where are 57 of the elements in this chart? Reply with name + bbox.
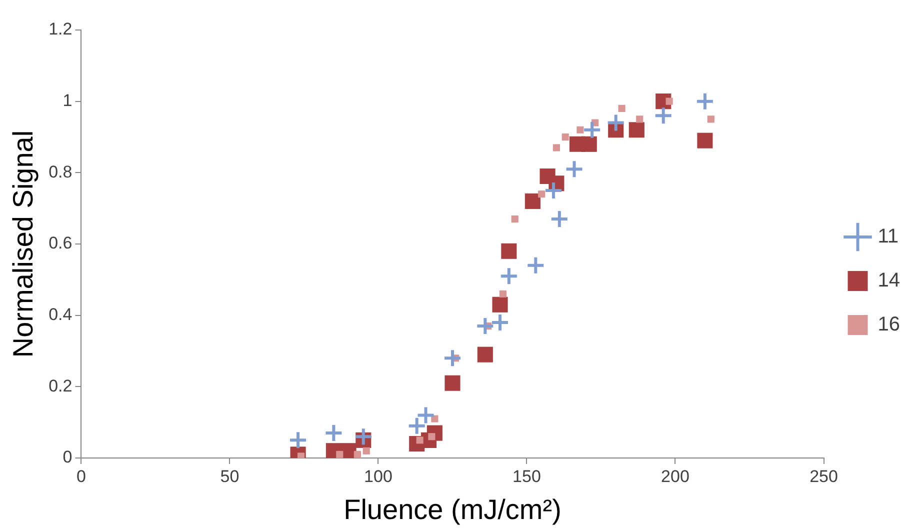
point xyxy=(628,122,644,138)
legend-label: 14 xyxy=(878,270,900,292)
point xyxy=(442,348,462,368)
point xyxy=(336,450,344,458)
x-tick-label: 100 xyxy=(364,466,392,486)
point xyxy=(582,120,602,140)
point xyxy=(431,415,438,422)
point xyxy=(526,256,546,275)
point xyxy=(354,450,361,458)
point xyxy=(697,132,713,148)
point xyxy=(524,193,540,209)
point xyxy=(511,216,518,223)
point xyxy=(407,416,426,436)
point xyxy=(552,144,560,152)
point xyxy=(550,210,569,229)
point xyxy=(544,181,563,200)
point xyxy=(636,116,644,123)
point xyxy=(666,98,673,105)
point xyxy=(324,424,344,443)
point xyxy=(538,190,546,198)
y-tick-label: 0.2 xyxy=(48,376,72,396)
point xyxy=(618,104,626,112)
point xyxy=(707,116,714,123)
y-tick-label: 0 xyxy=(62,448,72,467)
point xyxy=(490,312,510,332)
point xyxy=(492,296,508,312)
point xyxy=(562,133,569,141)
x-tick-label: 250 xyxy=(810,466,838,486)
point xyxy=(499,266,518,286)
y-tick-label: 0.8 xyxy=(48,162,72,182)
point xyxy=(477,346,493,362)
point xyxy=(288,430,308,450)
legend-label: 16 xyxy=(878,314,900,336)
point xyxy=(606,113,626,132)
point xyxy=(416,406,436,425)
point xyxy=(354,427,373,446)
y-tick-label: 0.6 xyxy=(48,234,72,253)
point xyxy=(695,92,714,111)
point xyxy=(499,290,507,298)
y-tick-label: 1.2 xyxy=(48,20,72,39)
x-tick-label: 150 xyxy=(512,466,541,486)
point xyxy=(362,447,370,454)
y-axis-title: Normalised Signal xyxy=(8,130,39,358)
x-axis-title: Fluence (mJ/cm²) xyxy=(344,494,562,525)
point xyxy=(576,126,584,134)
y-tick-label: 1 xyxy=(62,91,72,110)
point xyxy=(564,160,584,179)
point xyxy=(654,106,673,126)
y-tick-label: 0.4 xyxy=(48,305,72,324)
x-tick-label: 200 xyxy=(661,466,690,486)
x-tick-label: 0 xyxy=(76,466,86,486)
point xyxy=(476,316,495,336)
point xyxy=(501,243,517,259)
point xyxy=(444,375,460,391)
x-tick-label: 50 xyxy=(220,466,240,486)
legend-label: 11 xyxy=(878,226,899,248)
point xyxy=(581,136,597,152)
